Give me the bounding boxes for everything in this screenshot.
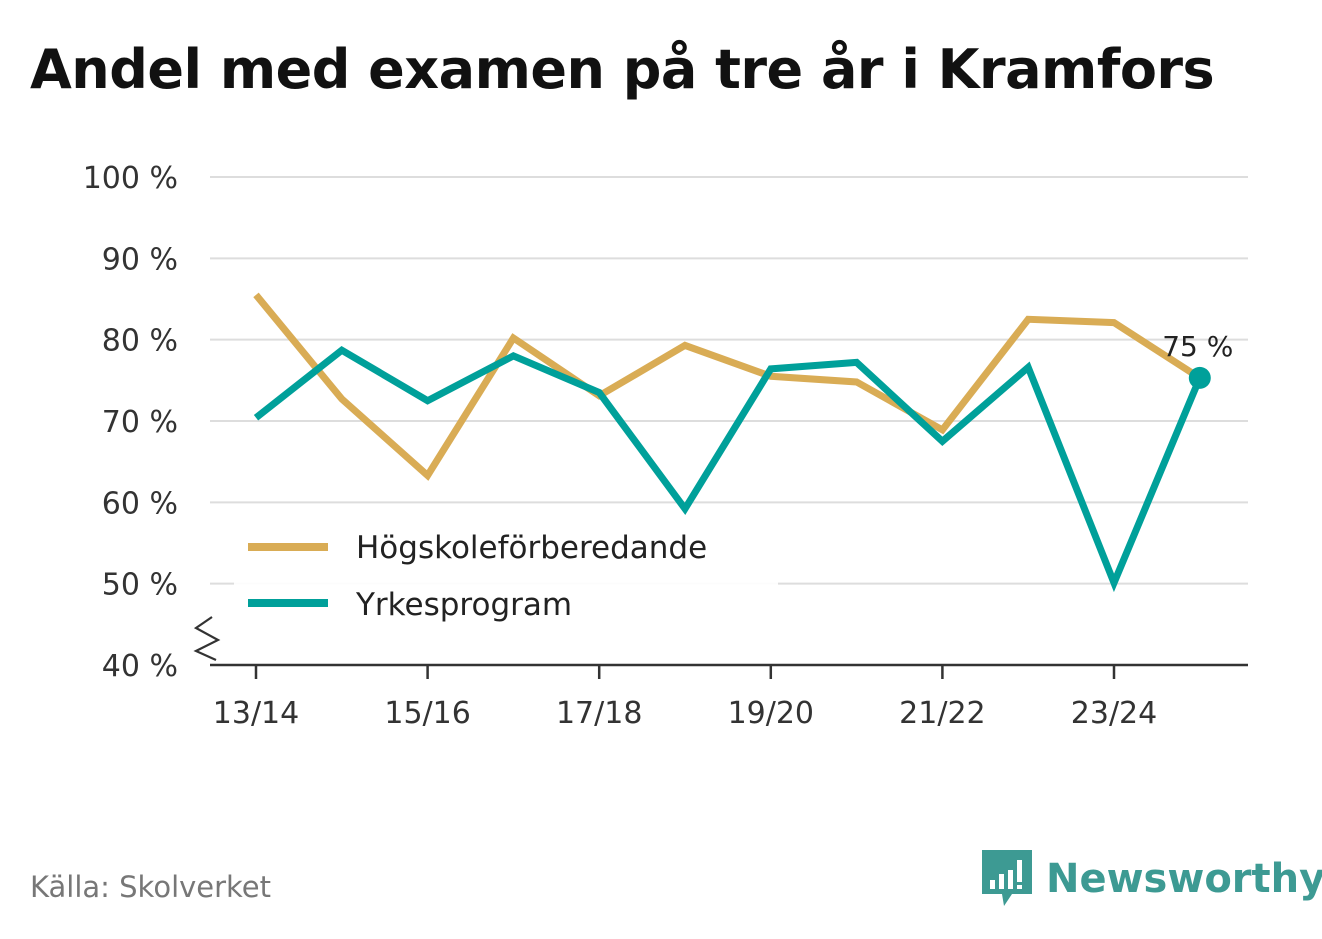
source-note: Källa: Skolverket: [30, 870, 272, 904]
brand: Newsworthy: [980, 848, 1322, 910]
y-axis-break-mark: [193, 616, 221, 662]
brand-name: Newsworthy: [1046, 856, 1322, 902]
newsworthy-logo-icon: [982, 850, 1032, 906]
x-tick-label-23/24: 23/24: [1071, 696, 1157, 731]
end-label-layer: 75 %: [1162, 330, 1233, 363]
y-tick-label-80: 80 %: [102, 324, 178, 359]
legend-label-hogskoleforberedande: Högskoleförberedande: [356, 530, 707, 566]
series-layer: [253, 292, 1211, 593]
x-tick-label-17/18: 17/18: [556, 696, 642, 731]
legend: Högskoleförberedande Yrkesprogram: [234, 520, 778, 638]
end-value-label: 75 %: [1162, 330, 1233, 363]
axis-layer: 40 % 50 % 60 % 70 % 80 % 90 % 100 % 13/14 15/16 1…: [83, 161, 1248, 731]
x-tick-label-19/20: 19/20: [728, 696, 814, 731]
series-line-yrkesprogram: [253, 345, 1204, 593]
series-line-hogskoleforberedande: [253, 292, 1202, 481]
y-tick-label-100: 100 %: [83, 161, 178, 196]
x-tick-label-15/16: 15/16: [384, 696, 470, 731]
y-tick-label-70: 70 %: [102, 405, 178, 440]
end-point-marker: [1188, 366, 1211, 389]
y-tick-label-60: 60 %: [102, 486, 178, 521]
x-tick-label-13/14: 13/14: [213, 696, 299, 731]
legend-label-yrkesprogram: Yrkesprogram: [355, 587, 572, 623]
chart-title: Andel med examen på tre år i Kramfors: [30, 38, 1215, 101]
legend-background: [234, 520, 778, 638]
y-tick-label-50: 50 %: [102, 568, 178, 603]
y-tick-label-90: 90 %: [102, 242, 178, 277]
x-tick-label-21/22: 21/22: [899, 696, 985, 731]
y-tick-label-40: 40 %: [102, 649, 178, 684]
